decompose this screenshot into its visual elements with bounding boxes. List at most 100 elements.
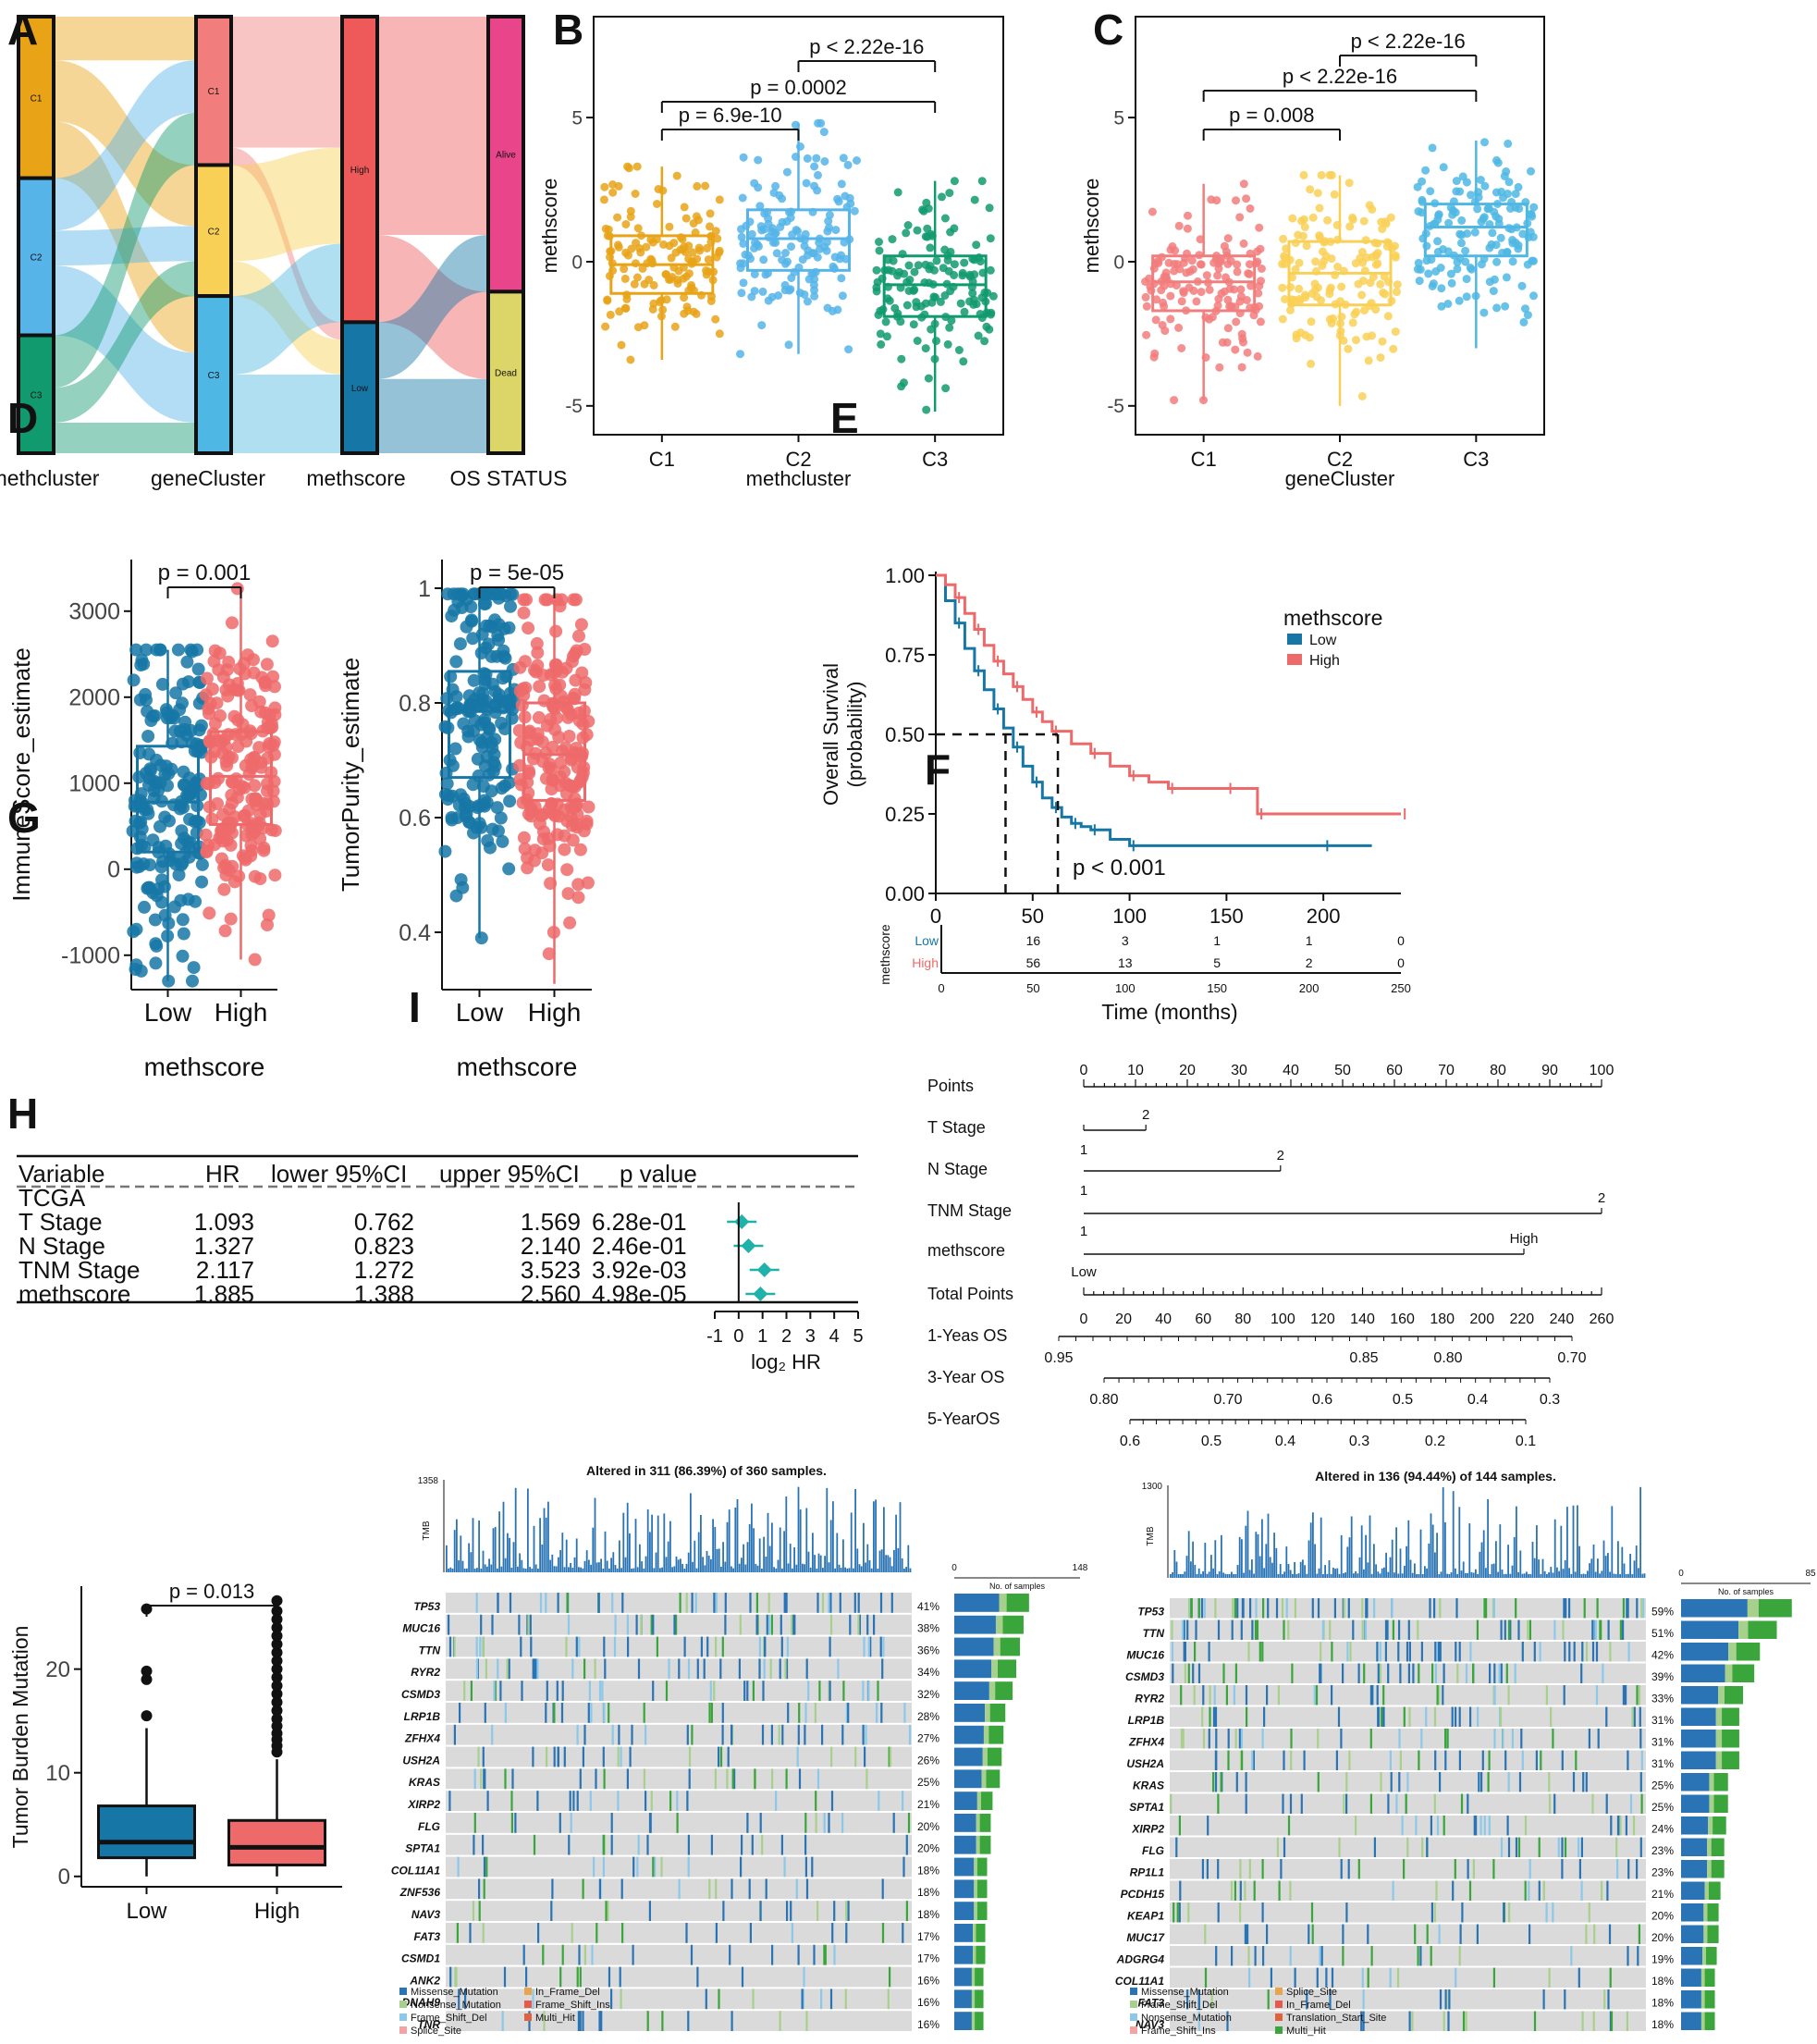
mutation-cell	[1186, 1619, 1189, 1640]
mutation-cell	[686, 1724, 689, 1745]
data-point	[1477, 217, 1486, 227]
mutation-cell	[626, 1768, 629, 1790]
data-point	[453, 637, 467, 651]
gene-count-bar	[1681, 1643, 1729, 1661]
tmb-bar	[809, 1567, 812, 1572]
data-point	[875, 238, 883, 246]
sankey-flow	[231, 147, 342, 262]
data-point	[1389, 344, 1398, 353]
mutation-cell	[721, 1703, 724, 1723]
data-point	[1199, 396, 1208, 405]
mutation-cell	[1610, 2011, 1614, 2031]
data-point	[1523, 311, 1532, 320]
data-point	[148, 913, 162, 927]
x-axis-title: geneCluster	[1285, 467, 1395, 490]
mutation-cell	[626, 1614, 629, 1635]
data-point	[1502, 273, 1511, 282]
tmb-bar	[1633, 1560, 1636, 1578]
mutation-cell	[1377, 1663, 1380, 1683]
mutation-cell	[1434, 1750, 1437, 1770]
tmb-bar	[1419, 1529, 1422, 1578]
oncoplot-gene-label: KRAS	[1133, 1779, 1164, 1792]
y-tick-label: 1	[418, 576, 431, 602]
predictor-level-label: Low	[1071, 1264, 1097, 1280]
tmb-bar	[1226, 1573, 1229, 1578]
data-point	[874, 311, 883, 319]
mutation-cell	[1337, 1706, 1341, 1727]
gene-count-bar	[954, 1967, 972, 1987]
data-point	[715, 248, 724, 257]
gene-count-bar	[954, 1857, 975, 1877]
mutation-cell	[816, 1593, 819, 1613]
x-tick-label: C1	[649, 448, 675, 471]
mutation-cell	[570, 1813, 572, 1833]
mutation-cell	[708, 1878, 711, 1900]
data-point	[199, 688, 213, 702]
data-point	[1235, 297, 1245, 306]
tmb-bar	[555, 1566, 558, 1572]
data-point	[241, 648, 254, 662]
data-point	[1311, 257, 1320, 266]
tmb-bar	[1269, 1557, 1271, 1578]
data-point	[608, 180, 618, 189]
mutation-cell	[889, 1746, 892, 1767]
data-point	[467, 673, 481, 687]
data-point	[1529, 203, 1539, 212]
mutation-cell	[610, 1834, 613, 1855]
data-point	[1368, 331, 1377, 340]
mutation-cell	[1638, 1685, 1641, 1705]
data-point	[478, 672, 492, 686]
mutation-cell	[1258, 1642, 1261, 1662]
data-point	[620, 303, 630, 313]
nomogram-row-label: 5-YearOS	[927, 1410, 1000, 1428]
data-point	[154, 860, 168, 874]
mutation-cell	[1241, 1750, 1244, 1770]
os-tick-label: 0.6	[1312, 1392, 1332, 1408]
data-point	[958, 271, 967, 280]
tmb-bar	[592, 1527, 595, 1572]
predictor-level-label: 2	[1142, 1107, 1149, 1123]
mutation-cell	[1361, 1619, 1364, 1640]
mutation-cell	[613, 1636, 617, 1657]
mutation-cell	[486, 1791, 489, 1811]
data-point	[1358, 277, 1368, 286]
tmb-bar	[814, 1555, 816, 1572]
data-point	[1192, 297, 1201, 306]
data-point	[804, 275, 814, 284]
data-point	[653, 200, 661, 208]
mutation-cell	[1619, 1816, 1622, 1836]
mutation-cell	[1371, 1685, 1374, 1705]
mutation-cell	[792, 1614, 794, 1635]
mutation-cell	[842, 1681, 845, 1701]
data-point	[150, 939, 164, 953]
x-tick-label: C1	[1191, 448, 1217, 471]
data-point	[226, 616, 239, 630]
tmb-bar	[547, 1501, 549, 1572]
tmb-bar	[681, 1563, 683, 1572]
mutation-cell	[1212, 1706, 1216, 1727]
tmb-bar	[1639, 1486, 1641, 1578]
mutation-cell	[1475, 1816, 1478, 1836]
tmb-bar	[1190, 1561, 1192, 1578]
tmb-bar	[580, 1567, 582, 1572]
tmb-bar	[704, 1565, 706, 1572]
mutation-cell	[1187, 1598, 1191, 1619]
data-point	[1451, 208, 1460, 217]
mutation-cell	[491, 1614, 494, 1635]
mutation-cell	[1625, 1816, 1627, 1836]
data-point	[780, 286, 790, 295]
data-point	[772, 249, 781, 258]
oncoplot-gene-label: RYR2	[1135, 1693, 1164, 1705]
data-point	[1246, 204, 1255, 213]
tmb-bar	[1444, 1521, 1446, 1578]
mutation-cell	[1562, 1619, 1565, 1640]
mutation-cell	[1578, 1859, 1581, 1879]
oncoplot-row-bg	[1170, 1924, 1646, 1944]
data-point	[704, 255, 713, 265]
mutation-cell	[484, 1703, 486, 1723]
data-point	[221, 689, 235, 703]
tmb-bar	[844, 1567, 846, 1572]
tmb-bar	[1529, 1573, 1532, 1578]
mutation-cell	[603, 1636, 606, 1657]
mutation-cell	[1254, 1946, 1257, 1966]
